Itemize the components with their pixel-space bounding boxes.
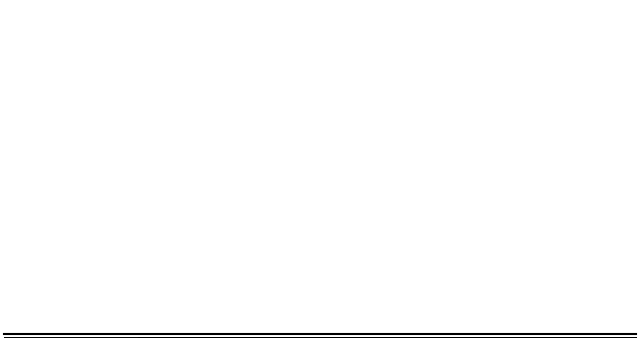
Bar <box>138 337 430 338</box>
Bar <box>430 337 636 338</box>
